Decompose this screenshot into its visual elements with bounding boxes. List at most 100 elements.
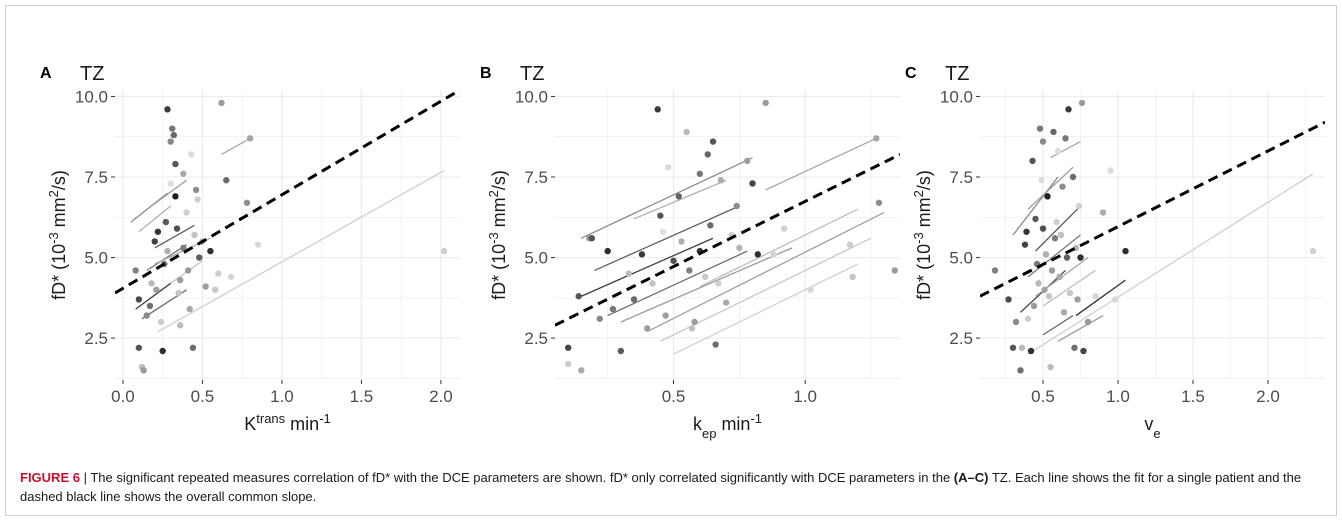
data-point: [189, 344, 197, 351]
data-point: [670, 257, 677, 264]
y-tick-label: 5.0: [84, 249, 108, 268]
data-point: [1078, 99, 1086, 107]
data-point: [1021, 241, 1029, 248]
grid: [555, 90, 900, 380]
data-point: [1038, 177, 1045, 184]
data-point: [183, 209, 190, 216]
patient-fit-line: [1027, 166, 1074, 210]
data-point: [873, 135, 880, 142]
patient-fit-line: [221, 137, 251, 156]
data-point: [153, 286, 160, 293]
data-point: [630, 296, 638, 303]
data-point: [875, 199, 883, 206]
patient-fit-line: [673, 263, 859, 355]
data-point: [1041, 286, 1048, 293]
x-tick-label: 1.0: [270, 387, 294, 406]
data-point: [1023, 228, 1030, 235]
data-point: [588, 235, 596, 242]
data-point: [175, 289, 182, 297]
x-tick-label: 1.0: [793, 387, 817, 406]
x-tick-label: 1.0: [1106, 387, 1130, 406]
data-point: [1063, 254, 1071, 261]
chart-svg: B TZ 0.5 1.0 2.5 5.0 7.5 10.0 kep min-1 fD* (10-3…: [480, 63, 900, 441]
data-point: [807, 286, 814, 293]
data-point: [172, 193, 179, 200]
caption-label: FIGURE 6: [20, 470, 80, 485]
data-point: [1099, 209, 1107, 216]
patient-fit-line: [620, 247, 793, 323]
patient-fit-line: [1075, 279, 1126, 317]
data-point: [176, 276, 184, 284]
patient-fit-line: [135, 282, 172, 310]
data-point: [1032, 215, 1039, 223]
y-tick-label: 10.0: [515, 87, 548, 106]
patient-fit-line: [1012, 176, 1059, 236]
data-point: [1024, 315, 1032, 322]
data-point: [617, 347, 625, 355]
common-slope-line: [980, 120, 1325, 298]
data-point: [1080, 347, 1087, 355]
data-point: [159, 347, 166, 355]
data-point: [180, 170, 187, 177]
caption-separator: |: [79, 470, 91, 485]
data-point: [688, 325, 696, 332]
data-point: [691, 318, 698, 326]
data-point: [1060, 309, 1068, 316]
data-point: [202, 283, 209, 290]
patient-fit-line: [1027, 234, 1081, 278]
axes: 0.5 1.0 2.5 5.0 7.5 10.0: [515, 87, 817, 406]
patient-fit-line: [146, 244, 187, 271]
data-point: [207, 247, 214, 255]
y-axis-title: fD* (10-3 mm2/s): [486, 170, 510, 300]
data-point: [596, 315, 603, 322]
data-point: [1092, 293, 1099, 300]
data-point: [704, 151, 711, 158]
patient-fit-line: [607, 250, 748, 317]
data-point: [194, 196, 201, 203]
y-tick-label: 2.5: [524, 329, 548, 348]
patient-fit-line: [581, 237, 714, 297]
patient-fit-line: [633, 179, 727, 220]
data-point: [749, 180, 756, 187]
data-point: [164, 106, 171, 113]
data-point: [1036, 125, 1044, 132]
caption-text-2: TZ. Each line shows the fit for a single…: [20, 470, 1302, 504]
data-point: [1075, 202, 1083, 210]
data-point: [1057, 231, 1065, 239]
data-point: [1107, 167, 1114, 174]
data-point: [218, 99, 225, 107]
panel-letter: A: [40, 65, 52, 82]
y-tick-label: 7.5: [949, 168, 973, 187]
data-point: [1071, 344, 1078, 351]
data-point: [1039, 138, 1047, 145]
data-point: [1012, 318, 1020, 326]
patient-fit-line: [1035, 205, 1081, 252]
y-tick-label: 2.5: [84, 329, 108, 348]
data-point: [135, 296, 143, 303]
data-point: [1044, 193, 1051, 200]
data-point: [192, 186, 200, 194]
data-point: [707, 222, 714, 229]
data-point: [143, 312, 150, 319]
data-point: [1027, 347, 1035, 355]
data-point: [712, 341, 719, 348]
data-point: [849, 273, 856, 281]
chart-svg: C TZ 0.5 1.0 1.5 2.0 2.5 5.0 7.5 10.0 ve fD* (10-3 …: [905, 63, 1325, 441]
data-point: [1047, 363, 1054, 371]
panel-title: TZ: [80, 63, 104, 85]
x-tick-label: 0.0: [111, 387, 135, 406]
data-point: [609, 305, 617, 313]
data-point: [146, 302, 154, 310]
data-point: [188, 151, 195, 158]
data-point: [762, 99, 769, 107]
data-point: [184, 267, 192, 274]
data-point: [1065, 106, 1072, 113]
plot-area: [115, 90, 460, 374]
x-tick-label: 1.5: [350, 387, 374, 406]
data-point: [254, 241, 262, 248]
axes: 0.0 0.5 1.0 1.5 2.0 2.5 5.0 7.5 10.0: [75, 87, 453, 406]
data-point: [157, 318, 165, 326]
x-tick-label: 2.0: [429, 387, 453, 406]
panel-title: TZ: [945, 63, 969, 85]
panel-letter: B: [480, 65, 492, 82]
